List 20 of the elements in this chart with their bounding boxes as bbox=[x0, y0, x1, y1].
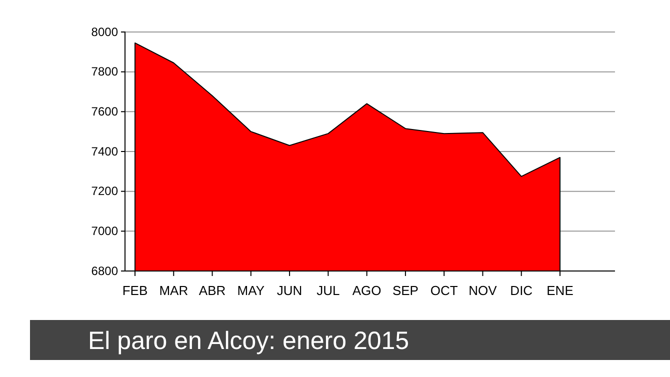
y-tick-label: 7200 bbox=[91, 184, 118, 198]
y-tick-label: 6800 bbox=[91, 264, 118, 278]
y-tick-label: 8000 bbox=[91, 24, 118, 39]
x-tick-label: ABR bbox=[198, 283, 226, 298]
y-tick-label: 7400 bbox=[91, 144, 118, 158]
y-tick-label: 7600 bbox=[91, 104, 118, 119]
x-tick-label: MAY bbox=[237, 283, 265, 298]
x-tick-label: AGO bbox=[352, 283, 382, 298]
y-tick-label: 7000 bbox=[91, 224, 118, 238]
x-tick-label: ENE bbox=[546, 283, 574, 298]
x-tick-label: JUL bbox=[316, 283, 340, 298]
x-tick-label: OCT bbox=[430, 283, 458, 298]
x-tick-label: SEP bbox=[392, 283, 418, 298]
x-tick-label: FEB bbox=[122, 283, 148, 298]
x-tick-label: NOV bbox=[468, 283, 498, 298]
x-tick-label: MAR bbox=[159, 283, 188, 298]
text: El paro en Alcoy: enero 2015 bbox=[88, 327, 410, 355]
x-tick-label: JUN bbox=[276, 283, 302, 298]
y-tick-label: 7800 bbox=[91, 64, 118, 79]
x-tick-label: DIC bbox=[510, 283, 533, 298]
